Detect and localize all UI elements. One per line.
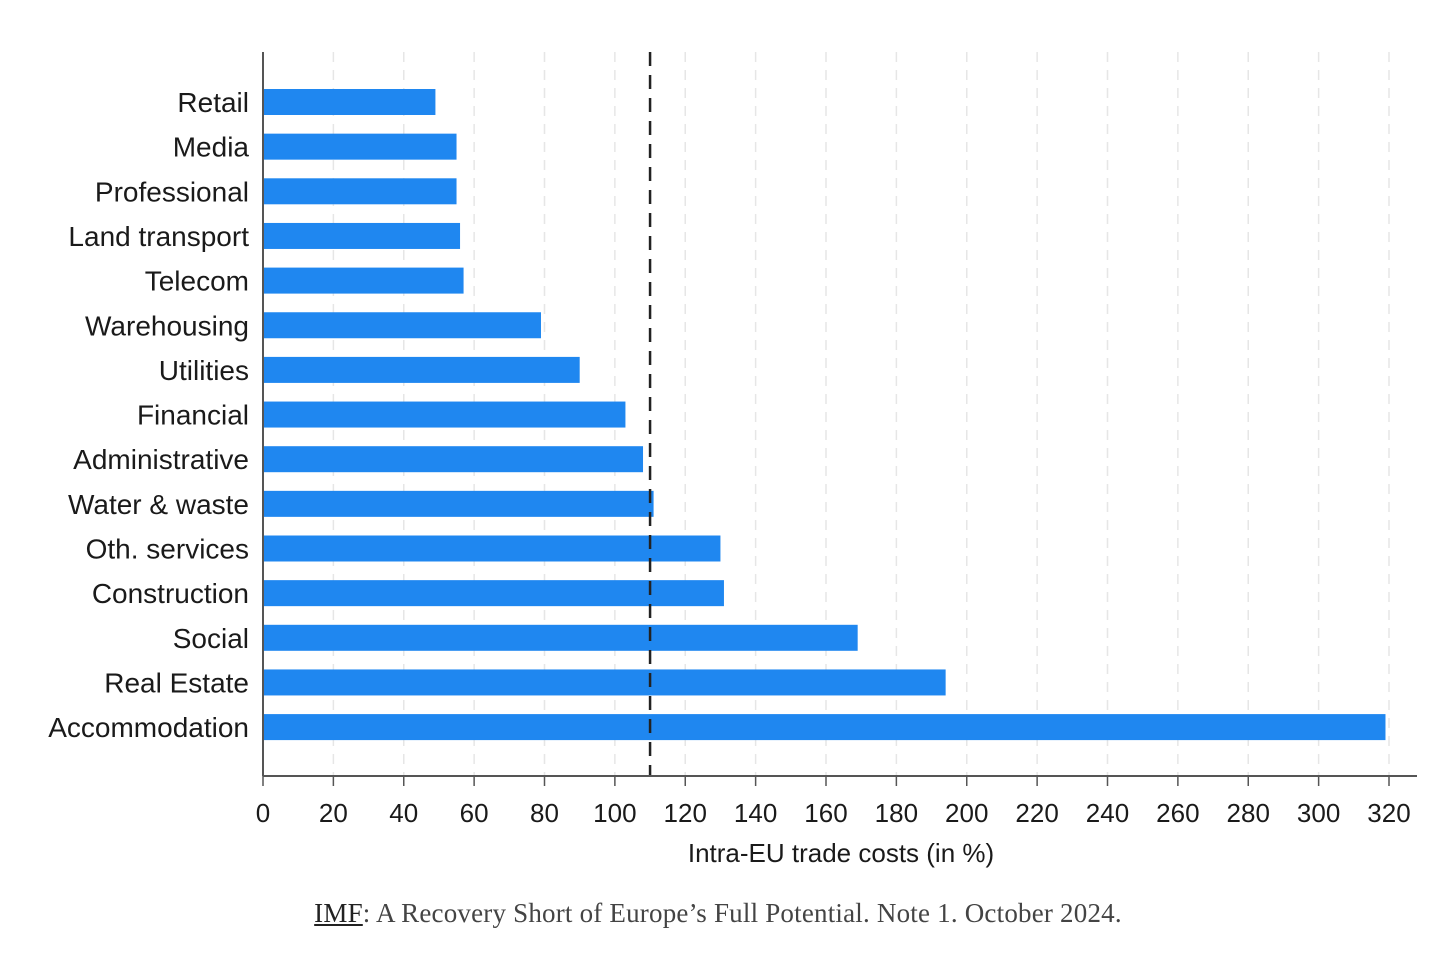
bar xyxy=(263,580,724,607)
x-tick-label: 20 xyxy=(319,798,348,828)
bar xyxy=(263,222,461,249)
x-tick-label: 100 xyxy=(593,798,636,828)
bar xyxy=(263,356,580,383)
axes xyxy=(262,52,1417,786)
x-tick-label: 260 xyxy=(1156,798,1199,828)
caption-text: : A Recovery Short of Europe’s Full Pote… xyxy=(362,898,1122,928)
source-link[interactable]: IMF xyxy=(314,898,363,928)
bar xyxy=(263,89,436,115)
bar xyxy=(263,446,644,473)
x-tick-label: 80 xyxy=(530,798,559,828)
category-label: Water & waste xyxy=(68,489,249,520)
category-label: Retail xyxy=(177,87,249,118)
category-label: Oth. services xyxy=(86,534,249,565)
x-tick-label: 220 xyxy=(1015,798,1058,828)
category-label: Professional xyxy=(95,176,249,207)
category-label: Financial xyxy=(137,400,249,431)
bars xyxy=(263,89,1386,741)
category-label: Warehousing xyxy=(85,310,249,341)
category-label: Real Estate xyxy=(104,667,249,698)
x-tick-label: 40 xyxy=(389,798,418,828)
tick-labels: 0 20 40 60 80 100 120 140 160 180 200 220 240 260 280 3… xyxy=(256,798,1411,828)
x-tick-label: 0 xyxy=(256,798,270,828)
bar xyxy=(263,714,1386,741)
x-axis-title: Intra-EU trade costs (in %) xyxy=(688,838,994,868)
category-label: Social xyxy=(173,623,249,654)
x-tick-label: 140 xyxy=(734,798,777,828)
bar xyxy=(263,133,457,160)
bar xyxy=(263,624,858,651)
bar xyxy=(263,401,626,428)
bar xyxy=(263,267,464,294)
category-label: Telecom xyxy=(145,266,249,297)
bar xyxy=(263,490,654,517)
x-tick-label: 300 xyxy=(1297,798,1340,828)
x-tick-label: 320 xyxy=(1367,798,1410,828)
category-label: Construction xyxy=(92,578,249,609)
figure-caption: IMF: A Recovery Short of Europe’s Full P… xyxy=(0,898,1436,929)
x-tick-label: 160 xyxy=(804,798,847,828)
bar-chart: Retail Media Professional Land transport Tel… xyxy=(48,52,1417,868)
category-label: Administrative xyxy=(73,444,249,475)
category-label: Land transport xyxy=(68,221,249,252)
x-tick-label: 180 xyxy=(875,798,918,828)
bar xyxy=(263,312,541,339)
bar xyxy=(263,669,946,696)
x-tick-label: 280 xyxy=(1227,798,1270,828)
category-label: Accommodation xyxy=(48,712,249,743)
bar xyxy=(263,178,457,205)
x-tick-label: 200 xyxy=(945,798,988,828)
category-labels: Retail Media Professional Land transport Tel… xyxy=(48,87,249,743)
x-tick-label: 60 xyxy=(460,798,489,828)
category-label: Utilities xyxy=(159,355,249,386)
x-tick-label: 120 xyxy=(664,798,707,828)
bar xyxy=(263,535,721,562)
x-tick-label: 240 xyxy=(1086,798,1129,828)
category-label: Media xyxy=(173,132,250,163)
